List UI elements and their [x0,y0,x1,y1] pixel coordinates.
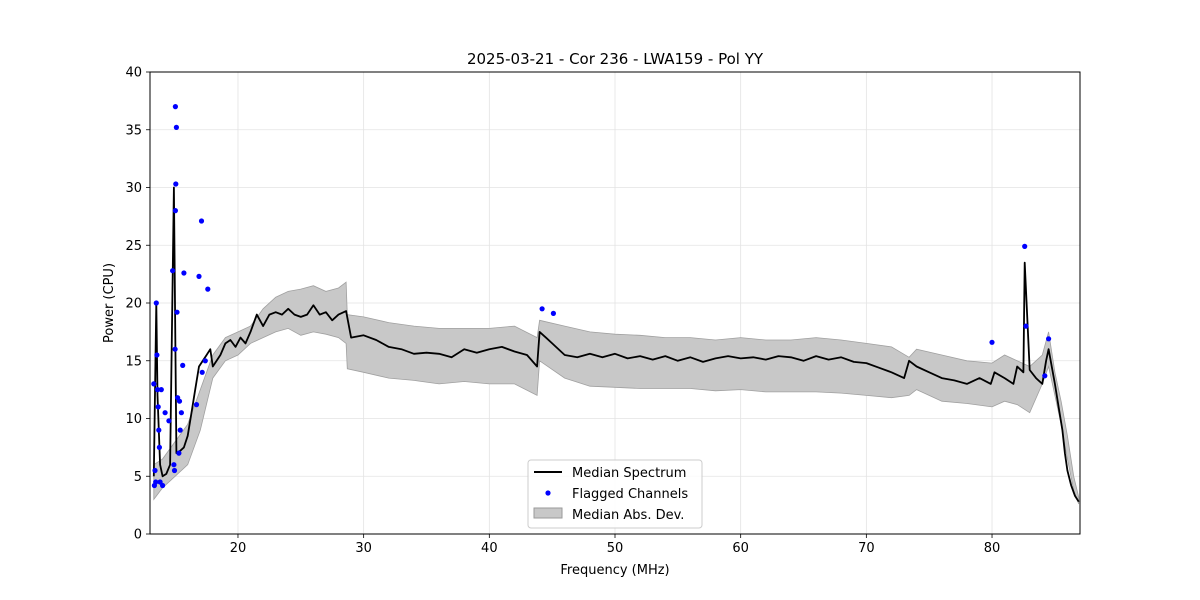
flagged-channel-point [176,450,182,456]
flagged-channel-point [162,410,168,416]
flagged-channel-point [170,268,176,274]
flagged-channel-point [151,381,157,387]
flagged-channel-point [173,181,179,187]
legend-label-flagged-channels: Flagged Channels [572,487,688,502]
flagged-channel-point [550,310,557,316]
flagged-channel-point [178,410,184,416]
legend-point-swatch [545,490,551,496]
y-tick-label: 35 [125,123,142,138]
median-spectrum-line [152,186,1080,503]
y-tick-label: 40 [125,66,142,81]
y-tick-label: 0 [134,528,142,543]
flagged-channel-point [172,346,178,352]
mad-band-layer [153,281,1080,505]
flagged-channel-point [177,427,183,433]
flagged-channel-point [154,352,160,358]
flagged-channel-point [154,387,161,393]
flagged-channel-point [174,309,180,315]
flagged-channel-point [176,398,183,404]
legend: Median Spectrum Flagged Channels Median … [527,459,703,529]
flagged-channel-point [172,104,178,110]
x-tick-label: 80 [984,541,1001,556]
flagged-channel-point [1046,336,1052,342]
y-axis: 0 5 10 15 20 25 30 35 40 [125,66,150,543]
x-tick-label: 70 [858,541,875,556]
mad-band [153,281,1080,505]
flagged-channel-point [989,339,995,345]
flagged-channel-point [158,387,164,393]
flagged-channel-point [196,273,202,279]
flagged-channel-point [153,300,159,306]
flagged-channel-point [160,482,166,489]
y-tick-label: 25 [125,239,142,254]
y-axis-label: Power (CPU) [102,263,117,343]
legend-band-swatch [533,507,563,519]
flagged-channel-point [171,462,177,468]
y-tick-label: 10 [125,412,142,427]
y-tick-label: 5 [134,470,142,485]
flagged-channels-layer [151,104,1052,489]
flagged-channel-point [152,467,158,474]
flagged-channel-point [173,124,179,130]
flagged-channel-point [199,369,205,375]
flagged-channel-point [171,467,178,474]
flagged-channel-point [166,418,172,424]
flagged-channel-point [1022,243,1028,249]
chart-title: 2025-03-21 - Cor 236 - LWA159 - Pol YY [467,50,764,68]
flagged-channel-point [180,362,186,368]
flagged-channel-point [198,218,205,224]
y-tick-label: 15 [125,354,142,369]
x-tick-label: 20 [230,541,247,556]
legend-box [527,459,703,529]
legend-label-mad: Median Abs. Dev. [572,508,684,523]
median-spectrum-layer [152,186,1080,503]
flagged-channel-point [1042,373,1048,379]
flagged-channel-point [193,402,200,408]
flagged-channel-point [205,286,211,292]
x-axis: 20 30 40 50 60 70 80 [230,534,1001,556]
flagged-channel-point [181,270,187,276]
flagged-channel-point [156,427,162,433]
flagged-channel-point [539,306,545,312]
y-tick-label: 20 [125,297,142,312]
flagged-channel-point [1023,323,1029,329]
flagged-channel-point [156,444,162,450]
x-tick-label: 50 [607,541,624,556]
flagged-channel-point [153,479,159,485]
x-tick-label: 60 [732,541,749,556]
flagged-channel-point [202,358,208,364]
x-axis-label: Frequency (MHz) [560,563,669,578]
flagged-channel-point [155,404,161,410]
x-tick-label: 40 [481,541,498,556]
x-tick-label: 30 [355,541,372,556]
y-tick-label: 30 [125,181,142,196]
flagged-channel-point [172,208,178,214]
legend-label-median-spectrum: Median Spectrum [572,466,686,481]
